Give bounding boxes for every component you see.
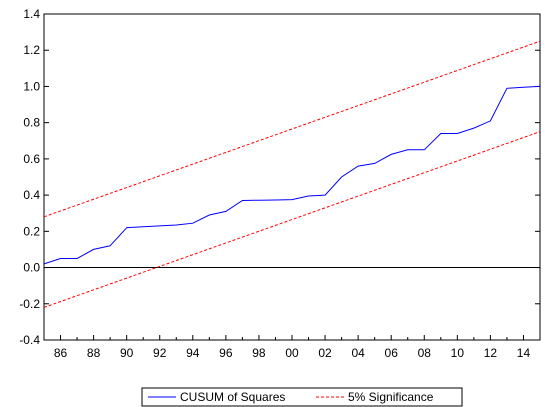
y-tick-label: 1.2 [23,43,40,57]
series-line-cusum-of-squares [43,85,541,265]
x-tick-label: 90 [120,346,134,360]
x-tick-label: 14 [517,346,531,360]
x-tick-label: 10 [451,346,465,360]
x-tick-label: 06 [385,346,399,360]
x-tick-label: 86 [54,346,68,360]
x-tick-label: 96 [219,346,233,360]
y-tick-label: -0.2 [19,297,40,311]
series-line-lower-significance [43,131,541,308]
legend-label-cusum: CUSUM of Squares [180,390,285,404]
legend-box [141,387,463,407]
series-line-upper-significance [43,40,541,218]
y-tick-label: 1.4 [23,7,40,21]
x-tick-label: 04 [351,346,365,360]
x-tick-label: 02 [318,346,332,360]
x-tick-label: 92 [153,346,167,360]
y-tick-label: 0.6 [23,152,40,166]
x-tick-label: 98 [252,346,266,360]
x-tick-label: 12 [484,346,498,360]
x-tick-label: 08 [418,346,432,360]
y-tick-label: -0.4 [19,333,40,347]
y-tick-label: 0.8 [23,116,40,130]
y-tick-label: 0.2 [23,224,40,238]
plot-area [43,13,541,341]
y-tick-label: 1.0 [23,79,40,93]
x-tick-label: 88 [87,346,101,360]
y-axis: -0.4 -0.2 0.0 0.2 0.4 0.6 0.8 1.0 1.2 1.4 [19,7,540,347]
legend-label-significance: 5% Significance [348,390,434,404]
y-tick-label: 0.0 [23,261,40,275]
x-tick-label: 00 [285,346,299,360]
y-tick-label: 0.4 [23,188,40,202]
series-layer [43,40,541,308]
x-tick-label: 94 [186,346,200,360]
x-axis: 86 88 90 92 94 96 98 00 02 04 06 08 10 12 14 [43,335,541,360]
legend: CUSUM of Squares 5% Significance [141,387,463,407]
